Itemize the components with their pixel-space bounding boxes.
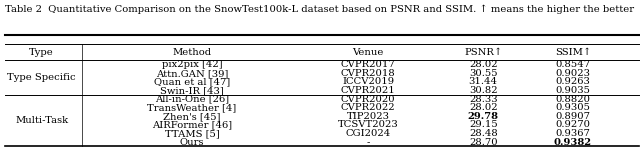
- Text: TTAMS [5]: TTAMS [5]: [164, 129, 220, 138]
- Text: 0.9270: 0.9270: [556, 120, 590, 129]
- Text: 0.8820: 0.8820: [556, 95, 590, 104]
- Text: 0.9035: 0.9035: [556, 86, 590, 95]
- Point: [78, 43, 86, 45]
- Text: 28.02: 28.02: [469, 103, 497, 112]
- Text: SSIM↑: SSIM↑: [555, 48, 591, 57]
- Text: Ours: Ours: [180, 138, 204, 147]
- Text: 0.9367: 0.9367: [556, 129, 590, 138]
- Text: TransWeather [4]: TransWeather [4]: [147, 103, 237, 112]
- Text: Quan et al [47]: Quan et al [47]: [154, 77, 230, 86]
- Text: Method: Method: [172, 48, 212, 57]
- Text: CVPR2022: CVPR2022: [340, 103, 396, 112]
- Text: pix2pix [42]: pix2pix [42]: [162, 60, 222, 69]
- Text: 30.82: 30.82: [469, 86, 497, 95]
- Text: CVPR2020: CVPR2020: [340, 95, 396, 104]
- Text: 28.48: 28.48: [469, 129, 497, 138]
- Text: 28.70: 28.70: [469, 138, 497, 147]
- Text: 30.55: 30.55: [469, 69, 497, 78]
- Text: Type: Type: [29, 48, 54, 57]
- Text: 28.02: 28.02: [469, 60, 497, 69]
- Text: Zhen's [45]: Zhen's [45]: [163, 112, 221, 121]
- Text: -: -: [366, 138, 370, 147]
- Text: Venue: Venue: [352, 48, 384, 57]
- Text: PSNR↑: PSNR↑: [464, 48, 502, 57]
- Text: 0.8547: 0.8547: [556, 60, 590, 69]
- Text: TIP2023: TIP2023: [346, 112, 390, 121]
- Text: AIRFormer [46]: AIRFormer [46]: [152, 120, 232, 129]
- Text: 28.33: 28.33: [469, 95, 497, 104]
- Text: Table 2  Quantitative Comparison on the SnowTest100k-L dataset based on PSNR and: Table 2 Quantitative Comparison on the S…: [5, 5, 634, 14]
- Text: 0.9305: 0.9305: [556, 103, 590, 112]
- Text: 0.9023: 0.9023: [556, 69, 590, 78]
- Text: CVPR2021: CVPR2021: [340, 86, 396, 95]
- Point: [78, 146, 86, 147]
- Text: Swin-IR [43]: Swin-IR [43]: [160, 86, 224, 95]
- Text: 29.15: 29.15: [469, 120, 497, 129]
- Text: Attn.GAN [39]: Attn.GAN [39]: [156, 69, 228, 78]
- Text: 0.8907: 0.8907: [556, 112, 590, 121]
- Text: TCSVT2023: TCSVT2023: [338, 120, 398, 129]
- Text: Type Specific: Type Specific: [7, 73, 76, 82]
- Text: CVPR2018: CVPR2018: [340, 69, 396, 78]
- Text: ICCV2019: ICCV2019: [342, 77, 394, 86]
- Text: All-in-One [26]: All-in-One [26]: [155, 95, 229, 104]
- Text: 29.78: 29.78: [468, 112, 499, 121]
- Text: Multi-Task: Multi-Task: [15, 116, 68, 125]
- Text: 31.44: 31.44: [468, 77, 498, 86]
- Text: 0.9382: 0.9382: [554, 138, 592, 147]
- Text: CVPR2017: CVPR2017: [340, 60, 396, 69]
- Text: 0.9263: 0.9263: [556, 77, 590, 86]
- Text: CGI2024: CGI2024: [346, 129, 390, 138]
